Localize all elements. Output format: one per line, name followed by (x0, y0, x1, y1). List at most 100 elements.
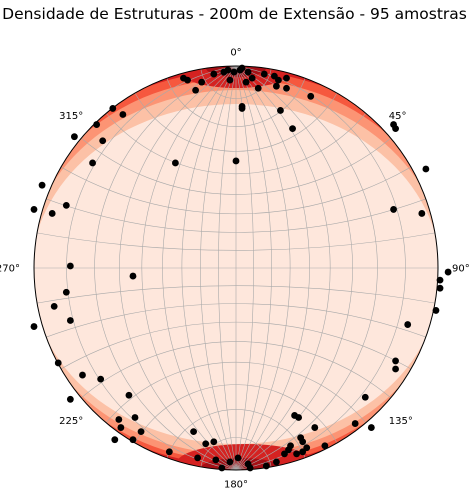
pole-point (66, 262, 74, 270)
pole-point (172, 159, 179, 167)
pole-point (131, 414, 139, 421)
pole-point (230, 68, 238, 76)
pole-point (137, 428, 145, 436)
pole-point (62, 288, 70, 296)
pole-point (351, 420, 359, 427)
small-circle (34, 66, 438, 251)
pole-point (244, 68, 252, 76)
pole-point (198, 78, 206, 86)
pole-point (66, 395, 74, 403)
pole-point (242, 78, 250, 86)
pole-point (361, 393, 369, 401)
pole-point (194, 454, 202, 462)
pole-point (277, 107, 284, 114)
small-circle (34, 341, 438, 470)
pole-point (93, 121, 101, 128)
pole-points (30, 64, 452, 472)
pole-point (79, 371, 86, 379)
pole-point (210, 438, 218, 446)
pole-point (226, 76, 234, 84)
pole-point (254, 84, 262, 92)
pole-point (248, 74, 256, 82)
pole-point (238, 64, 246, 72)
pole-point (262, 462, 270, 470)
pole-point (218, 464, 226, 472)
pole-point (192, 86, 200, 94)
pole-point (97, 375, 105, 383)
pole-point (289, 125, 296, 133)
azimuth-labels: 0° 45° 90° 135° 180° 225° 270° 315° (0, 48, 469, 491)
azimuth-label-315: 315° (59, 111, 83, 122)
azimuth-label-225: 225° (59, 416, 83, 427)
small-circle (66, 66, 406, 175)
pole-point (283, 84, 290, 92)
pole-point (303, 444, 311, 452)
small-circle (162, 66, 310, 127)
pole-point (238, 105, 246, 112)
azimuth-label-90: 90° (452, 264, 469, 275)
pole-point (232, 157, 240, 165)
net-outline (33, 65, 439, 471)
pole-point (311, 424, 319, 431)
small-circle (119, 384, 353, 470)
pole-point (295, 414, 303, 421)
azimuth-label-270: 270° (0, 264, 20, 275)
pole-point (50, 302, 58, 310)
pole-point (422, 165, 430, 173)
azimuth-label-180: 180° (224, 480, 248, 491)
pole-point (297, 434, 305, 442)
pole-point (66, 317, 74, 324)
pole-point (307, 92, 315, 100)
pole-point (202, 440, 210, 448)
pole-point (30, 323, 38, 330)
pole-point (62, 201, 70, 209)
pole-point (392, 357, 399, 365)
pole-point (129, 436, 137, 444)
pole-point (273, 458, 280, 466)
pole-point (273, 82, 280, 90)
pole-point (436, 284, 444, 292)
pole-point (38, 181, 46, 189)
pole-point (283, 74, 290, 82)
pole-point (54, 359, 62, 367)
pole-point (99, 137, 107, 145)
small-circle (34, 303, 438, 470)
pole-point (220, 68, 228, 76)
pole-point (390, 121, 397, 128)
chart-title: Densidade de Estruturas - 200m de Extens… (2, 5, 467, 23)
pole-point (212, 456, 220, 464)
small-circle (119, 66, 353, 152)
small-circle (34, 66, 438, 195)
azimuth-label-45: 45° (389, 111, 407, 122)
pole-point (390, 206, 397, 213)
small-circle (200, 437, 272, 470)
pole-point (119, 111, 127, 118)
pole-point (48, 210, 56, 217)
pole-point (190, 428, 197, 436)
pole-point (436, 276, 444, 284)
pole-point (367, 424, 375, 431)
pole-point (321, 442, 329, 450)
pole-point (260, 70, 268, 78)
pole-point (432, 307, 440, 314)
pole-point (125, 391, 133, 399)
azimuth-label-0: 0° (230, 48, 241, 59)
pole-point (117, 424, 125, 431)
pole-point (392, 365, 399, 373)
pole-point (287, 442, 294, 450)
pole-point (111, 436, 119, 444)
small-circle (34, 285, 438, 470)
small-circle (66, 361, 406, 470)
pole-point (115, 416, 123, 423)
pole-point (226, 458, 234, 466)
small-circle (34, 66, 438, 215)
small-circle (200, 66, 272, 99)
pole-point (30, 206, 38, 213)
pole-point (71, 133, 78, 141)
pole-point (109, 105, 117, 112)
azimuth-label-135: 135° (389, 416, 413, 427)
pole-point (210, 70, 218, 78)
pole-point (418, 210, 426, 217)
